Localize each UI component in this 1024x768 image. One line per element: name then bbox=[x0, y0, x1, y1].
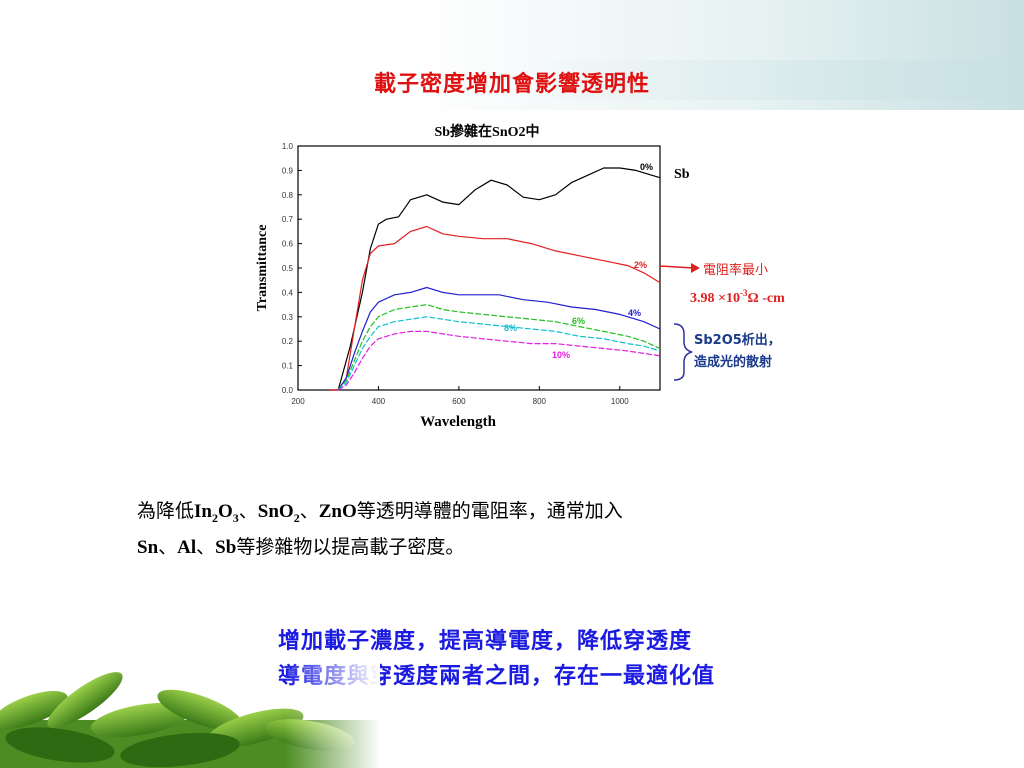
y-tick-label: 1.0 bbox=[282, 142, 294, 151]
series-label-4: 4% bbox=[628, 308, 641, 318]
series-line-10pct bbox=[337, 330, 661, 391]
resistivity-value-exp: -3 bbox=[740, 288, 748, 298]
x-axis-label: Wavelength bbox=[420, 414, 496, 430]
series-label-8: 8% bbox=[504, 323, 517, 333]
para-sb: Sb bbox=[215, 536, 237, 558]
slide-title: 載子密度增加會影響透明性 bbox=[373, 71, 650, 97]
series-line-6pct bbox=[337, 304, 661, 391]
x-tick-label: 200 bbox=[291, 397, 305, 406]
conclusion-line-1: 增加載子濃度，提高導電度，降低穿透度 bbox=[278, 628, 693, 654]
para-sn: Sn bbox=[137, 536, 159, 558]
series-label-6: 6% bbox=[572, 316, 585, 326]
para-sep-2: 、 bbox=[299, 500, 319, 522]
y-tick-label: 0.5 bbox=[282, 264, 294, 273]
para-sno-sub: 2 bbox=[293, 510, 300, 525]
chart-background bbox=[222, 116, 818, 442]
para-al: Al bbox=[177, 536, 197, 558]
para-zno: ZnO bbox=[318, 501, 357, 522]
y-tick-label: 0.6 bbox=[282, 240, 294, 249]
series-label-10: 10% bbox=[552, 350, 570, 360]
y-tick-label: 0.8 bbox=[282, 191, 294, 200]
para-sno: SnO bbox=[257, 501, 294, 522]
oxide-brace bbox=[673, 323, 693, 381]
x-tick-label: 600 bbox=[452, 397, 466, 406]
y-tick-label: 0.0 bbox=[282, 386, 294, 395]
resistivity-arrow bbox=[659, 265, 695, 269]
y-tick-label: 0.7 bbox=[282, 215, 294, 224]
leaves-fade bbox=[0, 650, 380, 768]
y-tick-label: 0.1 bbox=[282, 362, 294, 371]
resistivity-value: 3.98 ×10-3Ω -cm bbox=[690, 288, 785, 306]
para-sep-4: 、 bbox=[196, 535, 216, 558]
chart-title: Sb摻雜在SnO2中 bbox=[434, 123, 539, 140]
series-lines bbox=[330, 167, 661, 391]
y-tick-label: 0.4 bbox=[282, 288, 294, 297]
transmittance-chart: Sb摻雜在SnO2中 0.00.10.20.30.40.50.60.70.80.… bbox=[222, 116, 818, 442]
para-text-1: 為降低 bbox=[137, 500, 195, 522]
x-axis: 200 400 600 800 1000 bbox=[291, 386, 629, 406]
y-axis: 0.0 0.1 0.2 0.3 0.4 0.5 0.6 0.7 0.8 0.9 1.0 bbox=[282, 142, 302, 395]
body-paragraph: 為降低In2O3、SnO2、ZnO等透明導體的電阻率，通常加入 Sn、Al、Sb… bbox=[137, 497, 797, 562]
sb-label: Sb bbox=[674, 167, 690, 182]
x-tick-label: 400 bbox=[372, 397, 386, 406]
series-line-0pct bbox=[330, 167, 661, 391]
para-text-3: 等摻雜物以提高載子密度。 bbox=[236, 535, 465, 558]
x-tick-label: 1000 bbox=[611, 397, 629, 406]
y-tick-label: 0.3 bbox=[282, 313, 294, 322]
resistivity-value-main: 3.98 ×10 bbox=[690, 291, 740, 306]
para-text-2: 等透明導體的電阻率，通常加入 bbox=[356, 500, 623, 522]
leaves-decoration bbox=[0, 650, 380, 768]
y-axis-label: Transmittance bbox=[255, 225, 270, 312]
series-label-2: 2% bbox=[634, 260, 647, 270]
series-line-8pct bbox=[337, 316, 661, 391]
y-tick-label: 0.9 bbox=[282, 166, 294, 175]
series-line-2pct bbox=[330, 225, 661, 391]
para-in-sub: 2 bbox=[211, 510, 218, 525]
header-accent bbox=[520, 60, 1024, 100]
series-label-0: 0% bbox=[640, 162, 653, 172]
series-line-4pct bbox=[337, 286, 661, 391]
oxide-note-line2: 造成光的散射 bbox=[694, 354, 772, 370]
x-tick-label: 800 bbox=[533, 397, 547, 406]
resistivity-label: 電阻率最小 bbox=[703, 262, 768, 278]
oxide-note-line1: Sb2O5析出， bbox=[694, 332, 781, 348]
resistivity-value-unit: Ω -cm bbox=[747, 291, 785, 306]
para-o: O bbox=[217, 501, 233, 522]
y-tick-label: 0.2 bbox=[282, 337, 294, 346]
para-sep-3: 、 bbox=[158, 535, 178, 558]
para-sep-1: 、 bbox=[238, 500, 258, 522]
para-in: In bbox=[194, 501, 212, 522]
resistivity-arrowhead bbox=[691, 263, 700, 273]
para-o-sub: 3 bbox=[232, 510, 239, 525]
